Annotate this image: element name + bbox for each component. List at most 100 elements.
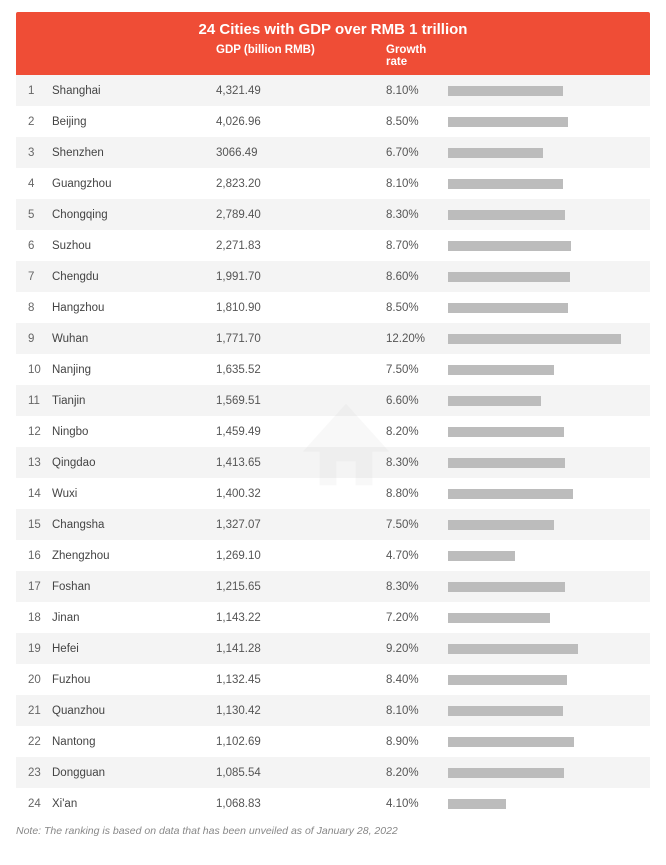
table-row: 13Qingdao1,413.658.30% — [16, 447, 650, 478]
cell-rank: 22 — [16, 736, 52, 748]
growth-bar-fill — [448, 768, 564, 778]
growth-bar-fill — [448, 241, 571, 251]
table-row: 7Chengdu1,991.708.60% — [16, 261, 650, 292]
growth-bar-fill — [448, 179, 563, 189]
cell-growth: 8.10% — [386, 705, 448, 717]
cell-gdp: 1,215.65 — [216, 581, 386, 593]
cell-growth-bar — [448, 148, 650, 158]
cell-rank: 6 — [16, 240, 52, 252]
table-row: 2Beijing4,026.968.50% — [16, 106, 650, 137]
cell-growth-bar — [448, 334, 650, 344]
growth-bar-fill — [448, 272, 570, 282]
cell-city: Fuzhou — [52, 674, 216, 686]
cell-rank: 4 — [16, 178, 52, 190]
cell-gdp: 1,569.51 — [216, 395, 386, 407]
cell-gdp: 1,132.45 — [216, 674, 386, 686]
cell-growth: 7.50% — [386, 364, 448, 376]
growth-bar-fill — [448, 303, 568, 313]
cell-gdp: 1,085.54 — [216, 767, 386, 779]
growth-bar-fill — [448, 520, 554, 530]
cell-gdp: 1,459.49 — [216, 426, 386, 438]
cell-gdp: 1,327.07 — [216, 519, 386, 531]
table-row: 15Changsha1,327.077.50% — [16, 509, 650, 540]
cell-gdp: 3066.49 — [216, 147, 386, 159]
table-title: 24 Cities with GDP over RMB 1 trillion — [16, 12, 650, 44]
cell-growth: 8.30% — [386, 457, 448, 469]
cell-city: Beijing — [52, 116, 216, 128]
cell-rank: 10 — [16, 364, 52, 376]
cell-growth-bar — [448, 117, 650, 127]
cell-city: Chengdu — [52, 271, 216, 283]
cell-growth: 4.10% — [386, 798, 448, 810]
table-row: 10Nanjing1,635.527.50% — [16, 354, 650, 385]
cell-growth-bar — [448, 768, 650, 778]
cell-gdp: 1,991.70 — [216, 271, 386, 283]
table-row: 3Shenzhen3066.496.70% — [16, 137, 650, 168]
table-row: 6Suzhou2,271.838.70% — [16, 230, 650, 261]
cell-rank: 13 — [16, 457, 52, 469]
table-row: 22Nantong1,102.698.90% — [16, 726, 650, 757]
cell-gdp: 1,635.52 — [216, 364, 386, 376]
growth-bar-fill — [448, 148, 543, 158]
cell-city: Zhengzhou — [52, 550, 216, 562]
cell-growth: 7.50% — [386, 519, 448, 531]
cell-city: Chongqing — [52, 209, 216, 221]
cell-rank: 16 — [16, 550, 52, 562]
table-row: 9Wuhan1,771.7012.20% — [16, 323, 650, 354]
cell-growth-bar — [448, 365, 650, 375]
cell-gdp: 1,068.83 — [216, 798, 386, 810]
growth-bar-fill — [448, 799, 506, 809]
cell-city: Quanzhou — [52, 705, 216, 717]
cell-growth-bar — [448, 241, 650, 251]
cell-growth: 8.30% — [386, 581, 448, 593]
cell-city: Xi'an — [52, 798, 216, 810]
cell-city: Suzhou — [52, 240, 216, 252]
cell-gdp: 1,400.32 — [216, 488, 386, 500]
cell-growth-bar — [448, 458, 650, 468]
cell-city: Tianjin — [52, 395, 216, 407]
cell-gdp: 4,026.96 — [216, 116, 386, 128]
cell-growth: 8.50% — [386, 302, 448, 314]
cell-gdp: 1,102.69 — [216, 736, 386, 748]
cell-city: Nanjing — [52, 364, 216, 376]
cell-growth: 8.20% — [386, 767, 448, 779]
table-row: 16Zhengzhou1,269.104.70% — [16, 540, 650, 571]
cell-growth-bar — [448, 272, 650, 282]
growth-bar-fill — [448, 644, 578, 654]
table-row: 12Ningbo1,459.498.20% — [16, 416, 650, 447]
table-row: 20Fuzhou1,132.458.40% — [16, 664, 650, 695]
cell-rank: 3 — [16, 147, 52, 159]
table-note: Note: The ranking is based on data that … — [16, 819, 650, 837]
cell-city: Guangzhou — [52, 178, 216, 190]
cell-rank: 24 — [16, 798, 52, 810]
growth-bar-fill — [448, 458, 565, 468]
cell-rank: 9 — [16, 333, 52, 345]
cell-gdp: 2,823.20 — [216, 178, 386, 190]
table-row: 1Shanghai4,321.498.10% — [16, 75, 650, 106]
header-gdp: GDP (billion RMB) — [216, 44, 386, 68]
cell-city: Shenzhen — [52, 147, 216, 159]
cell-growth: 8.80% — [386, 488, 448, 500]
cell-rank: 20 — [16, 674, 52, 686]
cell-gdp: 1,771.70 — [216, 333, 386, 345]
cell-rank: 21 — [16, 705, 52, 717]
cell-gdp: 1,413.65 — [216, 457, 386, 469]
cell-growth-bar — [448, 86, 650, 96]
growth-bar-fill — [448, 489, 573, 499]
cell-rank: 8 — [16, 302, 52, 314]
growth-bar-fill — [448, 334, 621, 344]
cell-growth-bar — [448, 303, 650, 313]
cell-growth-bar — [448, 489, 650, 499]
cell-rank: 1 — [16, 85, 52, 97]
cell-growth-bar — [448, 737, 650, 747]
table-body: 1Shanghai4,321.498.10%2Beijing4,026.968.… — [16, 75, 650, 819]
cell-rank: 2 — [16, 116, 52, 128]
cell-city: Nantong — [52, 736, 216, 748]
cell-city: Foshan — [52, 581, 216, 593]
table-row: 17Foshan1,215.658.30% — [16, 571, 650, 602]
cell-city: Wuhan — [52, 333, 216, 345]
table-row: 14Wuxi1,400.328.80% — [16, 478, 650, 509]
cell-growth: 8.90% — [386, 736, 448, 748]
cell-growth: 8.70% — [386, 240, 448, 252]
cell-growth: 8.10% — [386, 85, 448, 97]
